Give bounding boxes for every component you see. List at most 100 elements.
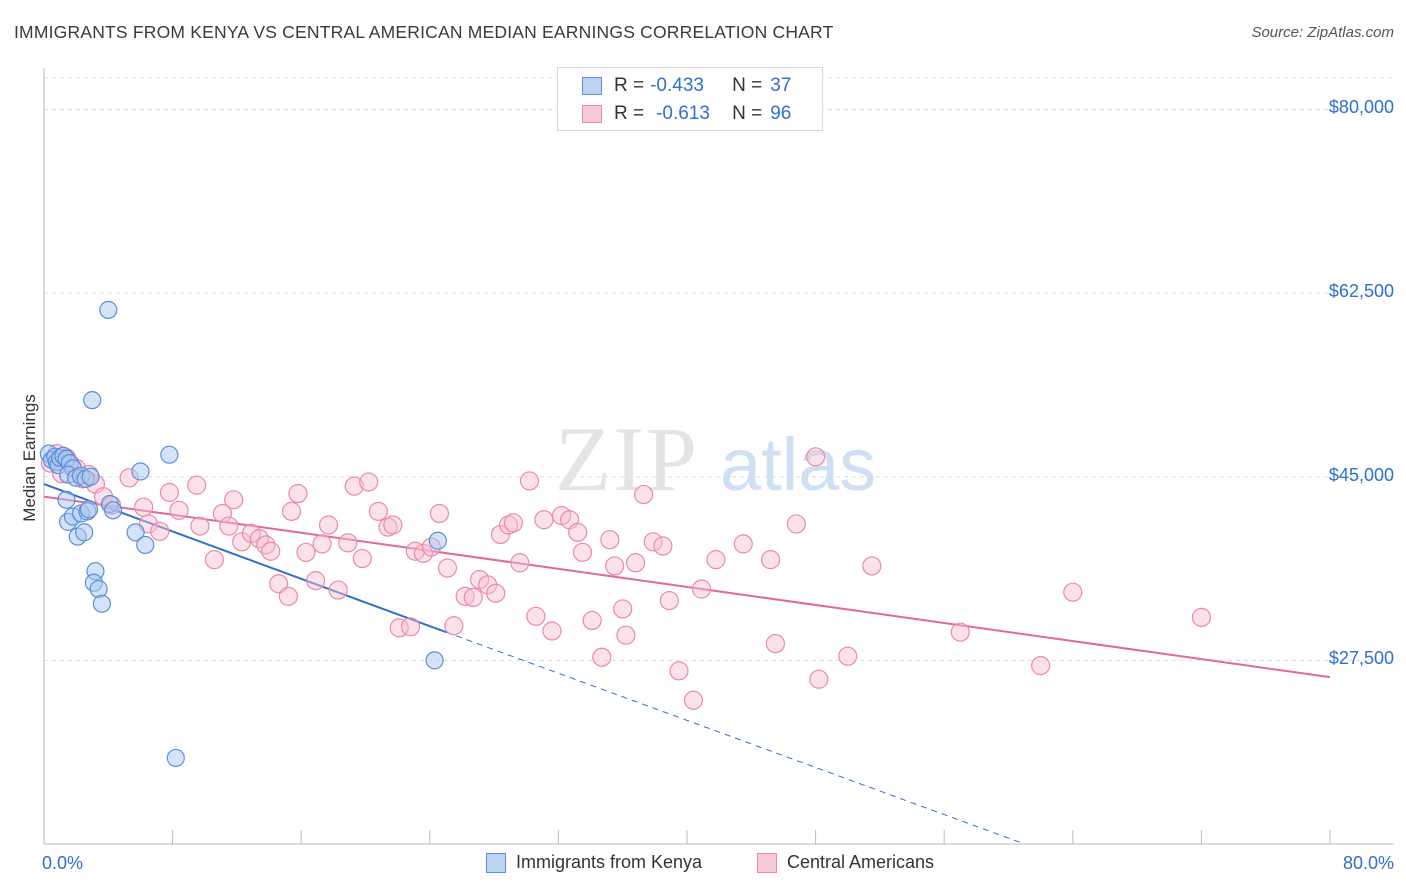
central-americans-point [134, 497, 154, 517]
axes [43, 68, 1394, 845]
stats-legend-row-kenya: R = -0.433 N = 37 [582, 73, 791, 99]
r-label: R = [614, 103, 645, 124]
watermark: ZIP atlas [555, 408, 876, 510]
central-americans-point [169, 500, 189, 520]
central-americans-point [542, 621, 562, 641]
central-americans-point [534, 510, 554, 530]
central-americans-point [653, 536, 673, 556]
central-americans-point [950, 622, 970, 642]
central-americans-point [159, 482, 179, 503]
central-americans-point [306, 571, 326, 591]
central-americans-point [190, 516, 210, 536]
legend-label-central-americans: Central Americans [787, 852, 935, 872]
r-label: R = [614, 75, 645, 96]
central-americans-point [318, 515, 339, 535]
central-americans-point [572, 542, 593, 562]
central-americans-point [344, 476, 364, 496]
kenya-point [57, 490, 76, 509]
central-americans-point [368, 501, 388, 521]
y-tick-label: $80,000 [1328, 97, 1394, 118]
central-americans-point [643, 532, 663, 552]
central-americans-point [486, 583, 506, 603]
legend-item-central-americans[interactable]: Central Americans [757, 852, 934, 873]
central-americans-point [187, 475, 207, 495]
central-americans-point [338, 533, 358, 553]
kenya-point [75, 523, 94, 542]
central-americans-point [405, 541, 425, 561]
n-label: N = [732, 103, 763, 124]
y-tick-label: $45,000 [1328, 464, 1394, 485]
n-value: 96 [770, 103, 792, 124]
central-americans-point [526, 606, 546, 626]
central-americans-point [437, 558, 458, 578]
central-americans-point [669, 661, 689, 681]
central-americans-point [862, 556, 882, 576]
x-tick-label-max: 80.0% [1342, 853, 1394, 873]
central-americans-point [383, 515, 403, 535]
central-americans-point [224, 490, 244, 510]
central-americans-point [1031, 656, 1051, 676]
central-americans-point [786, 514, 806, 534]
central-americans-point [503, 513, 523, 533]
stats-legend-row-central-americans: R = -0.613 N = 96 [582, 101, 791, 127]
y-axis-label: Median Earnings [20, 394, 39, 522]
n-value: 37 [770, 75, 792, 96]
watermark-atlas: atlas [720, 423, 876, 506]
y-tick-label: $62,500 [1328, 281, 1394, 302]
kenya-point [83, 391, 102, 410]
central-americans-point [150, 521, 170, 541]
r-value: -0.613 [656, 103, 710, 124]
kenya-point [425, 651, 444, 670]
central-americans-point [352, 548, 372, 569]
central-americans-point [288, 483, 308, 504]
central-americans-point [568, 522, 588, 542]
central-americans-point [838, 646, 858, 666]
kenya-swatch-icon [582, 77, 602, 95]
central-americans-point [281, 501, 302, 521]
kenya-point [160, 445, 179, 464]
kenya-point [89, 579, 108, 599]
chart-title: IMMIGRANTS FROM KENYA VS CENTRAL AMERICA… [14, 22, 834, 42]
central-americans-point [296, 542, 316, 562]
central-americans-point [600, 530, 620, 550]
n-label: N = [732, 75, 763, 96]
central-americans-point [605, 556, 625, 576]
legend-label-kenya: Immigrants from Kenya [516, 852, 703, 872]
central-americans-point [219, 516, 239, 536]
grid-lines [44, 77, 1394, 661]
central-americans-point [592, 647, 612, 667]
central-americans-point [1191, 607, 1212, 627]
central-americans-point [400, 617, 421, 637]
kenya-point [136, 535, 155, 555]
central-americans-point [278, 586, 298, 606]
central-americans-point [760, 550, 781, 570]
source-label: Source: ZipAtlas.com [1251, 24, 1394, 41]
kenya-legend-icon [486, 852, 506, 873]
central-americans-trend-line [43, 495, 1331, 679]
central-americans-point [138, 514, 159, 534]
central-americans-legend-icon [757, 852, 777, 873]
x-tick-label-min: 0.0% [42, 853, 84, 873]
y-tick-label: $27,500 [1328, 648, 1394, 669]
kenya-point [99, 300, 118, 319]
stats-legend: R = -0.433 N = 37 R = -0.613 N = 96 [557, 67, 823, 131]
legend-item-kenya[interactable]: Immigrants from Kenya [486, 852, 702, 873]
central-americans-point [625, 553, 646, 573]
central-americans-point [805, 447, 826, 467]
central-americans-swatch-icon [582, 105, 602, 123]
scatter-points [39, 300, 1212, 768]
kenya-point [104, 501, 123, 520]
central-americans-point [691, 579, 712, 599]
central-americans-point [1063, 582, 1083, 602]
central-americans-point [613, 599, 633, 619]
central-americans-point [706, 550, 726, 570]
kenya-point [428, 531, 447, 550]
kenya-point [92, 594, 111, 613]
kenya-point [131, 462, 150, 481]
central-americans-point [659, 590, 679, 611]
central-americans-point [510, 553, 530, 573]
kenya-point [166, 748, 185, 768]
kenya-trend-extension [445, 631, 1025, 845]
central-americans-point [444, 616, 464, 636]
